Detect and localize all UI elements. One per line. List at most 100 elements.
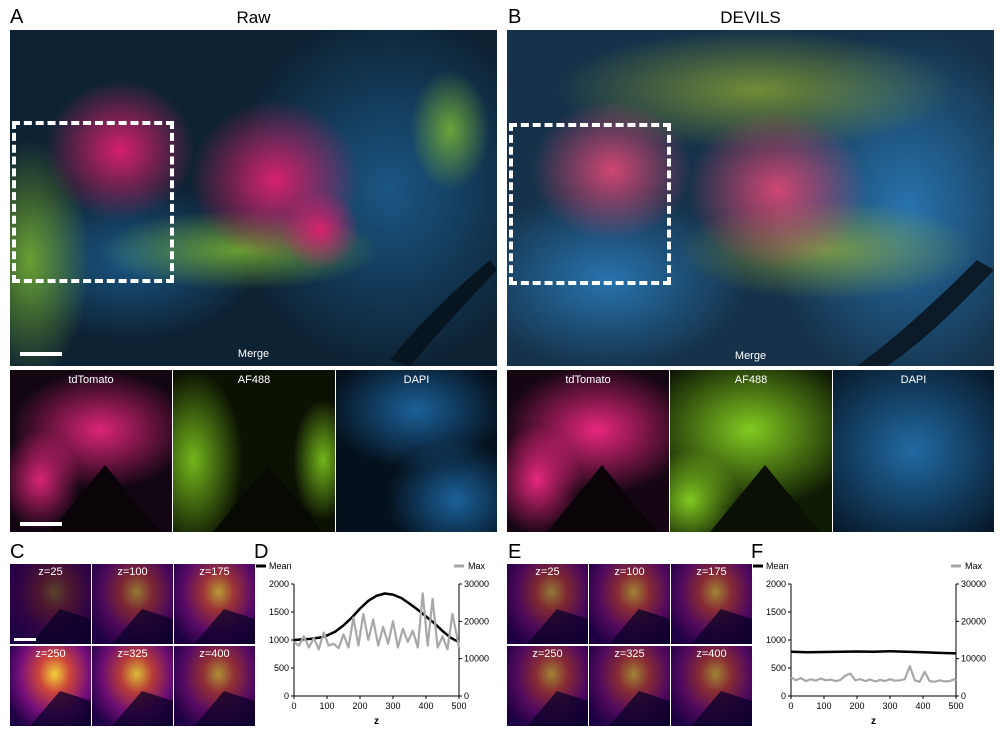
z-slice-3: z=175 <box>671 564 752 644</box>
raw-af488-image: AF488 <box>173 370 335 532</box>
panel-label-f: F <box>751 541 764 563</box>
panel-label-c: C <box>10 541 25 563</box>
z-slice-6: z=400 <box>671 646 752 726</box>
tissue-shadow <box>30 609 91 644</box>
left-y-tick-label: 1000 <box>269 635 289 645</box>
x-tick-label: 500 <box>451 701 466 711</box>
right-y-tick-label: 30000 <box>464 579 489 589</box>
tissue-shadow <box>691 691 752 726</box>
z-slice-label: z=400 <box>199 648 230 660</box>
panel-title-raw: Raw <box>236 8 271 27</box>
x-tick-label: 400 <box>915 701 930 711</box>
left-y-tick-label: 0 <box>781 691 786 701</box>
left-y-tick-label: 500 <box>771 663 786 673</box>
right-y-tick-label: 20000 <box>464 616 489 626</box>
x-tick-label: 100 <box>319 701 334 711</box>
z-slice-6: z=400 <box>174 646 255 726</box>
tissue-shadow <box>527 691 588 726</box>
z-slice-1: z=25 <box>507 564 588 644</box>
devils-tdtomato-label: tdTomato <box>565 374 611 386</box>
z-slice-5: z=325 <box>92 646 173 726</box>
x-tick-label: 300 <box>385 701 400 711</box>
raw-af488-label: AF488 <box>237 374 271 386</box>
legend-mean-label: Mean <box>766 561 789 571</box>
tissue-shadow <box>691 609 752 644</box>
panel-label-b: B <box>508 6 522 28</box>
z-slice-label: z=325 <box>614 648 645 660</box>
left-y-tick-label: 2000 <box>766 579 786 589</box>
raw-scale-bar <box>20 352 62 356</box>
z-slice-4: z=250 <box>10 646 91 726</box>
tissue-shadow <box>30 691 91 726</box>
series-mean-line <box>790 649 957 655</box>
raw-tdtomato-image: tdTomato <box>10 370 172 532</box>
devils-z-slice-grid: z=25 z=100 z=175 z=250 z=325 z=400 <box>507 564 752 726</box>
tissue-shadow <box>194 691 255 726</box>
right-y-tick-label: 10000 <box>961 654 986 664</box>
left-y-tick-label: 1500 <box>766 607 786 617</box>
z-slice-5: z=325 <box>589 646 670 726</box>
x-tick-label: 0 <box>788 701 793 711</box>
devils-af488-label: AF488 <box>734 374 768 386</box>
tissue-shadow <box>112 609 173 644</box>
tissue-shadow <box>609 691 670 726</box>
tissue-shadow <box>112 691 173 726</box>
devils-merge-image: Merge <box>507 30 994 366</box>
x-tick-label: 400 <box>418 701 433 711</box>
x-axis-label: z <box>374 716 379 727</box>
z-slice-label: z=175 <box>199 566 230 578</box>
legend-mean-label: Mean <box>269 561 292 571</box>
x-tick-label: 500 <box>948 701 963 711</box>
devils-roi-box <box>509 123 671 285</box>
panel-title-devils: DEVILS <box>720 8 781 27</box>
panel-label-d: D <box>254 541 269 563</box>
z-slice-label: z=100 <box>614 566 645 578</box>
right-y-tick-label: 0 <box>464 691 469 701</box>
panel-label-e: E <box>508 541 522 563</box>
devils-merge-label: Merge <box>734 350 767 362</box>
z-slice-label: z=250 <box>35 648 66 660</box>
raw-roi-box <box>12 121 174 283</box>
left-y-tick-label: 0 <box>284 691 289 701</box>
raw-tdtomato-label: tdTomato <box>68 374 114 386</box>
z-grid-scale-bar <box>14 638 36 641</box>
raw-z-slice-grid: z=25 z=100 z=175 z=250 z=325 z=400 <box>10 564 255 726</box>
raw-dapi-label: DAPI <box>403 374 430 386</box>
left-y-tick-label: 1000 <box>766 635 786 645</box>
z-slice-label: z=400 <box>696 648 727 660</box>
z-slice-label: z=100 <box>117 566 148 578</box>
raw-inset-scale-bar <box>20 522 62 526</box>
raw-dapi-image: DAPI <box>336 370 497 532</box>
z-slice-label: z=25 <box>535 566 560 578</box>
raw-intensity-chart: 0 100 200 300 400 500050010001500200001000020… <box>256 561 489 727</box>
devils-intensity-chart: 0 100 200 300 400 500050010001500200001000020… <box>753 561 986 727</box>
z-slice-3: z=175 <box>174 564 255 644</box>
panel-label-a: A <box>10 6 24 28</box>
devils-dapi-image: DAPI <box>833 370 994 532</box>
x-tick-label: 300 <box>882 701 897 711</box>
right-y-tick-label: 30000 <box>961 579 986 589</box>
left-y-tick-label: 500 <box>274 663 289 673</box>
legend-max-label: Max <box>468 561 486 571</box>
series-max-line <box>293 592 461 651</box>
raw-merge-image: Merge <box>10 30 497 366</box>
tissue-shadow <box>609 609 670 644</box>
x-tick-label: 200 <box>352 701 367 711</box>
raw-merge-label: Merge <box>237 348 270 360</box>
right-y-tick-label: 0 <box>961 691 966 701</box>
x-tick-label: 200 <box>849 701 864 711</box>
left-y-tick-label: 2000 <box>269 579 289 589</box>
tissue-shadow <box>527 609 588 644</box>
x-tick-label: 0 <box>291 701 296 711</box>
z-slice-label: z=250 <box>532 648 563 660</box>
left-y-tick-label: 1500 <box>269 607 289 617</box>
right-y-tick-label: 20000 <box>961 616 986 626</box>
z-slice-1: z=25 <box>10 564 91 644</box>
z-slice-label: z=25 <box>38 566 63 578</box>
x-tick-label: 100 <box>816 701 831 711</box>
z-slice-label: z=325 <box>117 648 148 660</box>
devils-tdtomato-image: tdTomato <box>507 370 669 532</box>
devils-dapi-label: DAPI <box>900 374 927 386</box>
z-slice-2: z=100 <box>589 564 670 644</box>
right-y-tick-label: 10000 <box>464 654 489 664</box>
